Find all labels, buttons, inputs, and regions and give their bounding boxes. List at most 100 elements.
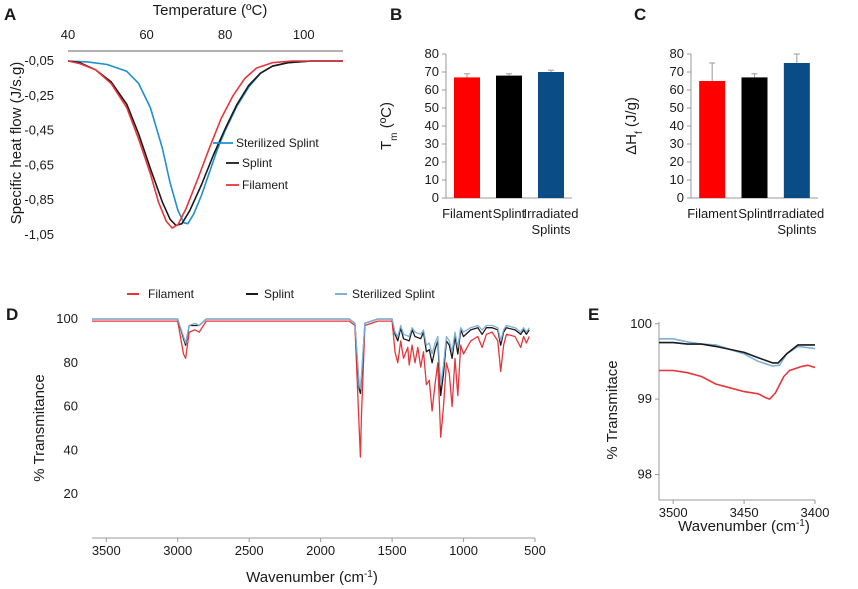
panel-a-y-tick-label: -0,05 xyxy=(24,53,54,68)
panel-e-x-ticks: 3500 3450 3400 xyxy=(659,500,830,520)
panel-b-category-label: Splints xyxy=(531,222,571,237)
legend-d-splint: Splint xyxy=(264,287,295,301)
panel-d-x-title-main: Wavenumber (cm xyxy=(246,569,364,586)
panel-d-series-filament xyxy=(92,320,530,458)
panel-b-y-tick-label: 10 xyxy=(425,172,439,187)
panel-a-x-tick-label: 60 xyxy=(139,27,153,42)
panel-b-category-label: Filament xyxy=(442,206,492,221)
panel-a-series-filament xyxy=(67,60,343,229)
panel-d-series-sterilized-splint xyxy=(92,318,530,390)
panel-e-x-title-main: Wavenumber (cm xyxy=(678,518,796,535)
panel-c-bar-splint xyxy=(741,77,768,198)
panel-d-y-tick-label: 100 xyxy=(56,311,78,326)
panel-c-y-tick-label: 0 xyxy=(677,190,684,205)
legend-a-sterilized: Sterilized Splint xyxy=(236,136,319,150)
panel-a-y-tick-label: -0,85 xyxy=(24,192,54,207)
panel-a-x-tick-label: 40 xyxy=(61,27,75,42)
panel-e-y-ticks: 98 99 100 xyxy=(630,316,659,481)
panel-e-y-tick-label: 99 xyxy=(638,391,652,406)
panel-b-y-tick-label: 40 xyxy=(425,118,439,133)
panel-e-x-title: Wavenumber (cm-1) xyxy=(678,518,810,536)
panel-b-y-tick-label: 70 xyxy=(425,64,439,79)
panel-label-a: A xyxy=(4,5,16,24)
panel-b-y-tick-label: 20 xyxy=(425,154,439,169)
panel-d-x-tick-label: 1500 xyxy=(378,543,407,558)
panel-d-series xyxy=(92,318,530,458)
panel-label-d: D xyxy=(6,305,18,324)
panel-d: D Filament Splint Sterilized Splint % Tr… xyxy=(6,287,546,586)
panel-d-y-tick-label: 40 xyxy=(64,442,78,457)
panel-a: A Temperature (ºC) Specific heat flow (J… xyxy=(4,2,343,242)
panel-d-y-tick-label: 20 xyxy=(64,486,78,501)
legend-d-filament: Filament xyxy=(148,287,195,301)
panel-b-y-title-main: T xyxy=(378,141,395,150)
panel-e-x-title-end: ) xyxy=(805,518,810,535)
panel-e-y-title: % Transmitace xyxy=(604,360,621,459)
panel-b-bar-irradiated-splints xyxy=(538,72,564,198)
panel-d-x-title-sup: -1 xyxy=(364,569,373,580)
panel-c-y-tick-label: 10 xyxy=(670,172,684,187)
panel-a-y-tick-label: -1,05 xyxy=(24,227,54,242)
panel-e-series-filament xyxy=(659,364,816,400)
panel-a-y-tick-label: -0,65 xyxy=(24,157,54,172)
panel-d-y-tick-label: 60 xyxy=(64,399,78,414)
panel-e-series-splint xyxy=(659,341,815,364)
panel-d-x-tick-label: 1000 xyxy=(449,543,478,558)
panel-c-category-label: Splints xyxy=(777,222,817,237)
panel-c-bars xyxy=(699,53,810,198)
panel-c-y-tick-label: 40 xyxy=(670,118,684,133)
panel-d-x-tick-label: 2500 xyxy=(235,543,264,558)
panel-c-y-title: ΔHf (J/g) xyxy=(623,97,645,155)
panel-c-y-title-main: ΔH xyxy=(623,134,640,155)
panel-c-y-title-rest: (J/g) xyxy=(623,97,640,131)
panel-d-x-tick-label: 3500 xyxy=(92,543,121,558)
panel-a-y-tick-label: -0,45 xyxy=(24,123,54,138)
panel-b-y-title-sub: m xyxy=(389,132,400,140)
panel-d-legend: Filament Splint Sterilized Splint xyxy=(127,287,435,301)
panel-d-x-title: Wavenumber (cm-1) xyxy=(246,569,378,587)
panel-c-y-tick-label: 30 xyxy=(670,136,684,151)
panel-c-y-ticks: 0 10 20 30 40 50 60 70 80 xyxy=(670,46,691,205)
panel-a-x-tick-label: 80 xyxy=(218,27,232,42)
panel-b-y-ticks: 0 10 20 30 40 50 60 70 80 xyxy=(425,46,446,205)
panel-e-y-tick-label: 98 xyxy=(638,466,652,481)
panel-b-y-tick-label: 50 xyxy=(425,100,439,115)
panel-c-bar-filament xyxy=(699,81,726,198)
legend-a-splint: Splint xyxy=(242,156,273,170)
panel-d-x-ticks: 3500 3000 2500 2000 1500 1000 500 xyxy=(92,538,546,558)
panel-d-series-splint xyxy=(92,318,530,397)
panel-d-x-tick-label: 3000 xyxy=(163,543,192,558)
panel-label-b: B xyxy=(390,5,402,24)
panel-b-y-tick-label: 30 xyxy=(425,136,439,151)
panel-a-y-ticks: -0,05 -0,25 -0,45 -0,65 -0,85 -1,05 xyxy=(24,53,54,242)
panel-label-c: C xyxy=(634,5,646,24)
panel-b-y-title-rest: (ºC) xyxy=(378,102,395,132)
panel-a-x-title: Temperature (ºC) xyxy=(153,2,268,19)
panel-d-y-tick-label: 80 xyxy=(64,355,78,370)
panel-b-bar-filament xyxy=(454,77,480,198)
panel-c-category-label: Filament xyxy=(687,206,737,221)
panel-b-category-label: Irradiated xyxy=(524,206,579,221)
panel-d-x-title-end: ) xyxy=(373,569,378,586)
panel-c-y-tick-label: 20 xyxy=(670,154,684,169)
panel-d-x-tick-label: 2000 xyxy=(306,543,335,558)
panel-b-bars xyxy=(454,69,564,198)
panel-c-y-tick-label: 70 xyxy=(670,64,684,79)
panel-c-category-label: Irradiated xyxy=(769,206,824,221)
panel-e-x-tick-label: 3400 xyxy=(801,505,830,520)
panel-e-x-title-sup: -1 xyxy=(796,518,805,529)
panel-e-x-tick-label: 3500 xyxy=(659,505,688,520)
panel-d-y-title: % Transmitance xyxy=(31,374,48,482)
panel-b-y-tick-label: 60 xyxy=(425,82,439,97)
panel-c-bar-irradiated-splints xyxy=(783,63,810,198)
panel-c-y-tick-label: 60 xyxy=(670,82,684,97)
panel-c-y-tick-label: 80 xyxy=(670,46,684,61)
panel-a-legend: Sterilized Splint Splint Filament xyxy=(213,136,319,192)
panel-d-y-ticks: 20 40 60 80 100 xyxy=(56,311,78,501)
panel-e: E % Transmitace 3500 3450 3400 98 99 100 Wav… xyxy=(588,305,829,535)
panel-a-series xyxy=(67,60,343,229)
